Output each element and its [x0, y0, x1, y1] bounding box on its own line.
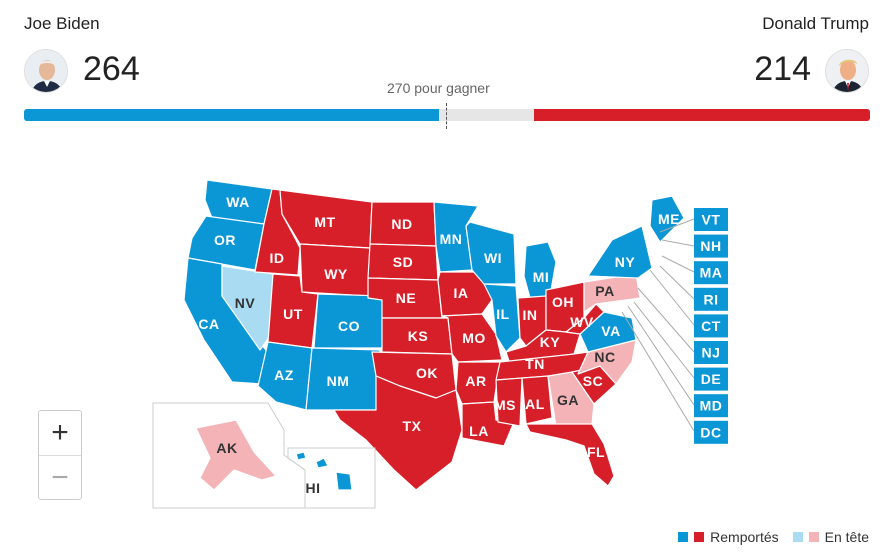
- state-GA[interactable]: [547, 371, 595, 427]
- trump-votes: 214: [754, 50, 811, 88]
- label-NV: NV: [235, 295, 256, 311]
- zoom-control: + −: [38, 410, 82, 500]
- box-label-NJ: NJ: [702, 345, 721, 361]
- label-TN: TN: [525, 356, 545, 372]
- box-VT[interactable]: [694, 208, 728, 231]
- label-ID: ID: [270, 250, 285, 266]
- box-CT[interactable]: [694, 314, 728, 338]
- label-NM: NM: [327, 373, 350, 389]
- label-IL: IL: [496, 306, 509, 322]
- label-WY: WY: [324, 266, 348, 282]
- label-AZ: AZ: [274, 367, 294, 383]
- box-label-NH: NH: [700, 238, 721, 254]
- label-MN: MN: [440, 231, 463, 247]
- box-DE[interactable]: [694, 367, 728, 391]
- state-AK[interactable]: [195, 419, 277, 491]
- label-MI: MI: [533, 269, 550, 285]
- box-DC[interactable]: [694, 420, 728, 444]
- label-HI: HI: [306, 480, 321, 496]
- label-KY: KY: [540, 334, 561, 350]
- threshold-label: 270 pour gagner: [387, 80, 490, 96]
- zoom-out-button[interactable]: −: [39, 455, 81, 500]
- label-PA: PA: [595, 283, 614, 299]
- legend-dem-lead-swatch: [792, 532, 803, 542]
- electoral-progress-bar: [24, 109, 870, 121]
- box-label-RI: RI: [704, 291, 719, 307]
- box-label-DC: DC: [700, 424, 721, 440]
- state-ME[interactable]: [649, 195, 685, 243]
- legend-rep-won-swatch: [694, 532, 705, 542]
- label-MS: MS: [494, 397, 516, 413]
- state-FL[interactable]: [525, 423, 615, 487]
- box-label-DE: DE: [701, 371, 721, 387]
- label-VA: VA: [601, 323, 620, 339]
- legend-rep-lead-swatch: [808, 532, 819, 542]
- state-NY[interactable]: [587, 225, 653, 279]
- label-SD: SD: [393, 254, 413, 270]
- biden-avatar: [24, 49, 68, 93]
- state-MO[interactable]: [441, 313, 503, 363]
- label-CA: CA: [198, 316, 219, 332]
- label-AK: AK: [216, 440, 237, 456]
- label-WA: WA: [226, 194, 250, 210]
- hawaii-inset-frame: [287, 447, 376, 509]
- label-CO: CO: [338, 318, 360, 334]
- label-MO: MO: [462, 330, 486, 346]
- label-OH: OH: [552, 294, 574, 310]
- state-WV[interactable]: [565, 303, 605, 335]
- label-LA: LA: [469, 423, 489, 439]
- small-state-leader-lines: [621, 218, 695, 432]
- label-OR: OR: [214, 232, 236, 248]
- state-HI-2[interactable]: [315, 457, 329, 469]
- box-MD[interactable]: [694, 394, 728, 418]
- box-NJ[interactable]: [694, 341, 728, 364]
- legend-dem-won-swatch: [678, 532, 689, 542]
- label-WV: WV: [570, 314, 594, 330]
- label-WI: WI: [484, 250, 502, 266]
- label-ME: ME: [658, 211, 680, 227]
- trump-avatar: [825, 49, 869, 93]
- box-label-MD: MD: [700, 398, 723, 414]
- legend-leading-label: En tête: [824, 529, 869, 545]
- label-KS: KS: [408, 328, 428, 344]
- threshold-marker: [446, 103, 447, 129]
- state-HI[interactable]: [295, 451, 307, 461]
- box-MA[interactable]: [694, 261, 728, 285]
- label-NC: NC: [594, 349, 615, 365]
- label-AR: AR: [465, 373, 486, 389]
- zoom-in-button[interactable]: +: [51, 416, 69, 449]
- label-NY: NY: [615, 254, 636, 270]
- trump-bar-fill: [533, 109, 870, 121]
- label-GA: GA: [557, 392, 579, 408]
- label-OK: OK: [416, 365, 438, 381]
- state-AL[interactable]: [521, 375, 553, 425]
- state-MS[interactable]: [495, 377, 523, 427]
- label-FL: FL: [587, 444, 605, 460]
- label-UT: UT: [283, 306, 303, 322]
- state-TX[interactable]: [333, 375, 463, 491]
- label-NE: NE: [396, 290, 416, 306]
- box-label-VT: VT: [702, 212, 721, 228]
- map-legend: Remportés En tête: [678, 529, 869, 545]
- label-TX: TX: [403, 418, 422, 434]
- label-SC: SC: [583, 373, 603, 389]
- label-IN: IN: [523, 307, 538, 323]
- label-MT: MT: [314, 214, 335, 230]
- label-AL: AL: [525, 396, 545, 412]
- box-label-CT: CT: [701, 318, 721, 334]
- legend-won-label: Remportés: [710, 529, 779, 545]
- label-ND: ND: [391, 216, 412, 232]
- box-RI[interactable]: [694, 287, 728, 311]
- trump-name: Donald Trump: [762, 14, 869, 33]
- biden-bar-fill: [24, 109, 440, 121]
- state-AZ[interactable]: [257, 341, 313, 411]
- biden-name: Joe Biden: [24, 14, 100, 33]
- label-IA: IA: [454, 285, 469, 301]
- state-HI-3[interactable]: [335, 471, 353, 491]
- box-NH[interactable]: [694, 234, 728, 258]
- box-label-MA: MA: [700, 265, 723, 281]
- biden-votes: 264: [83, 50, 140, 88]
